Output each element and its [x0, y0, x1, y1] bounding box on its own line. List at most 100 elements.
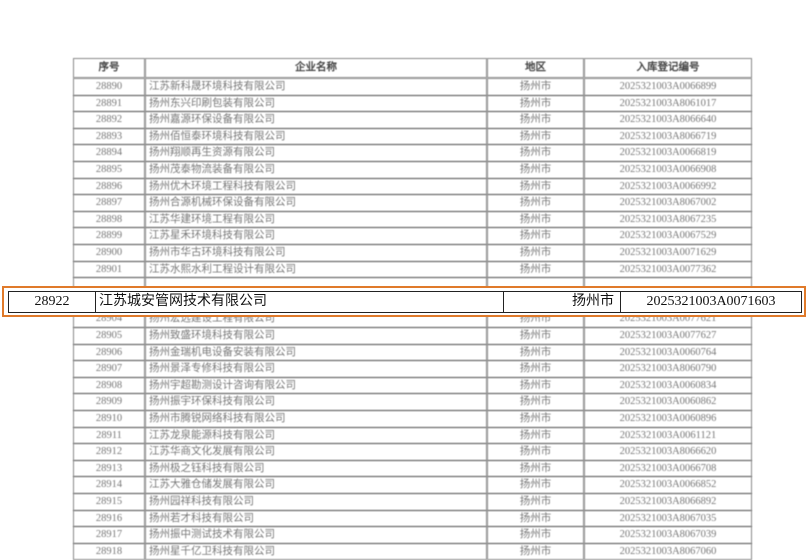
- table-cell: 28897: [73, 194, 145, 212]
- table-cell: 扬州市: [487, 376, 584, 395]
- table-cell: 扬州振宇环保科技有限公司: [145, 393, 487, 411]
- table-cell: 2025321003A8067035: [584, 509, 752, 528]
- table-cell: 扬州合源机械环保设备有限公司: [145, 194, 487, 212]
- table-cell: 28914: [73, 476, 145, 494]
- table-cell: 江苏龙泉能源科技有限公司: [145, 426, 487, 445]
- table-cell: 28901: [73, 260, 145, 279]
- table-cell: 扬州市: [487, 410, 584, 428]
- column-header: 入库登记编号: [584, 58, 752, 78]
- table-cell: 扬州市华古环境科技有限公司: [145, 244, 487, 262]
- table-cell: 扬州佰恒泰环境科技有限公司: [145, 127, 487, 146]
- table-cell: 2025321003A8067039: [584, 526, 752, 544]
- table-cell: 扬州市: [487, 393, 584, 411]
- table-cell: 扬州市: [487, 343, 584, 362]
- table-cell: 扬州园祥科技有限公司: [145, 493, 487, 511]
- table-cell: 28907: [73, 360, 145, 378]
- table-cell: 2025321003A0061121: [584, 426, 752, 445]
- column-header: 企业名称: [145, 58, 487, 78]
- table-cell: 扬州市: [487, 327, 584, 345]
- table-cell: 扬州市: [487, 360, 584, 378]
- table-cell: 扬州星千亿卫科技有限公司: [145, 542, 487, 560]
- table-cell: 扬州市: [487, 244, 584, 262]
- table-cell: 扬州市腾锐网络科技有限公司: [145, 410, 487, 428]
- table-cell: 2025321003A0066852: [584, 476, 752, 494]
- table-cell: 28908: [73, 376, 145, 395]
- table-cell: 28909: [73, 393, 145, 411]
- table-cell: 2025321003A8061017: [584, 94, 752, 113]
- table-cell: 2025321003A8066640: [584, 111, 752, 129]
- table-cell: 扬州市: [487, 459, 584, 478]
- table-cell: 2025321003A0060764: [584, 343, 752, 362]
- table-cell: 2025321003A0066908: [584, 161, 752, 179]
- table-cell: 2025321003A8067235: [584, 210, 752, 229]
- table-cell: 扬州极之钰科技有限公司: [145, 459, 487, 478]
- table-cell: 扬州市: [487, 127, 584, 146]
- table-cell: 扬州市: [487, 426, 584, 445]
- table-cell: 28896: [73, 177, 145, 196]
- table-cell: 28913: [73, 459, 145, 478]
- table-cell: 扬州市: [487, 194, 584, 212]
- table-cell: 2025321003A0066899: [584, 78, 752, 96]
- table-cell: 扬州致盛环境科技有限公司: [145, 327, 487, 345]
- table-cell: 28890: [73, 78, 145, 96]
- table-cell: 扬州嘉源环保设备有限公司: [145, 111, 487, 129]
- table-cell: 扬州翔顺再生资源有限公司: [145, 144, 487, 162]
- table-cell: 2025321003A8060790: [584, 360, 752, 378]
- table-cell: 2025321003A0060896: [584, 410, 752, 428]
- table-cell: 28915: [73, 493, 145, 511]
- table-cell: 28893: [73, 127, 145, 146]
- table-cell: 扬州优木环境工程科技有限公司: [145, 177, 487, 196]
- table-cell: 扬州景泽专修科技有限公司: [145, 360, 487, 378]
- table-cell: 28911: [73, 426, 145, 445]
- table-cell: 28912: [73, 443, 145, 461]
- highlight-cell: 扬州市: [503, 291, 621, 313]
- highlight-cell: 江苏城安管网技术有限公司: [95, 291, 504, 313]
- table-cell: 扬州市: [487, 509, 584, 528]
- table-cell: 28916: [73, 509, 145, 528]
- table-cell: 28906: [73, 343, 145, 362]
- table-cell: 江苏水熙水利工程设计有限公司: [145, 260, 487, 279]
- table-cell: 江苏华建环境工程有限公司: [145, 210, 487, 229]
- table-cell: 扬州市: [487, 260, 584, 279]
- table-cell: 扬州市: [487, 78, 584, 96]
- table-cell: 2025321003A8067002: [584, 194, 752, 212]
- table-cell: 2025321003A0060834: [584, 376, 752, 395]
- column-header: 序号: [73, 58, 145, 78]
- table-cell: 扬州市: [487, 227, 584, 245]
- table-cell: 28891: [73, 94, 145, 113]
- table-cell: 扬州市: [487, 443, 584, 461]
- table-cell: 扬州市: [487, 493, 584, 511]
- table-cell: 28892: [73, 111, 145, 129]
- highlight-row: 28922 江苏城安管网技术有限公司 扬州市 2025321003A0071603: [2, 286, 806, 317]
- table-cell: 2025321003A8067060: [584, 542, 752, 560]
- table-cell: 扬州宇超勘测设计咨询有限公司: [145, 376, 487, 395]
- table-cell: 2025321003A0071629: [584, 244, 752, 262]
- table-cell: 28895: [73, 161, 145, 179]
- table-cell: 江苏大雅仓储发展有限公司: [145, 476, 487, 494]
- table-cell: 扬州市: [487, 161, 584, 179]
- table-cell: 扬州市: [487, 210, 584, 229]
- table-cell: 扬州振中测试技术有限公司: [145, 526, 487, 544]
- table-cell: 2025321003A0060862: [584, 393, 752, 411]
- table-cell: 28899: [73, 227, 145, 245]
- table-cell: 2025321003A0077627: [584, 327, 752, 345]
- table-cell: 江苏新科晟环境科技有限公司: [145, 78, 487, 96]
- table-cell: 扬州市: [487, 94, 584, 113]
- table-cell: 扬州市: [487, 177, 584, 196]
- table-cell: 2025321003A0067529: [584, 227, 752, 245]
- table-cell: 扬州若才科技有限公司: [145, 509, 487, 528]
- table-cell: 2025321003A0066992: [584, 177, 752, 196]
- table-cell: 扬州茂泰物流装备有限公司: [145, 161, 487, 179]
- table-cell: 28917: [73, 526, 145, 544]
- table-cell: 扬州东兴印刷包装有限公司: [145, 94, 487, 113]
- table-cell: 2025321003A0066819: [584, 144, 752, 162]
- table-cell: 扬州市: [487, 476, 584, 494]
- table-cell: 扬州市: [487, 526, 584, 544]
- table-cell: 2025321003A8066719: [584, 127, 752, 146]
- table-cell: 2025321003A0077362: [584, 260, 752, 279]
- table-cell: 28900: [73, 244, 145, 262]
- table-cell: 江苏星禾环境科技有限公司: [145, 227, 487, 245]
- table-cell: 江苏华商文化发展有限公司: [145, 443, 487, 461]
- table-cell: 28905: [73, 327, 145, 345]
